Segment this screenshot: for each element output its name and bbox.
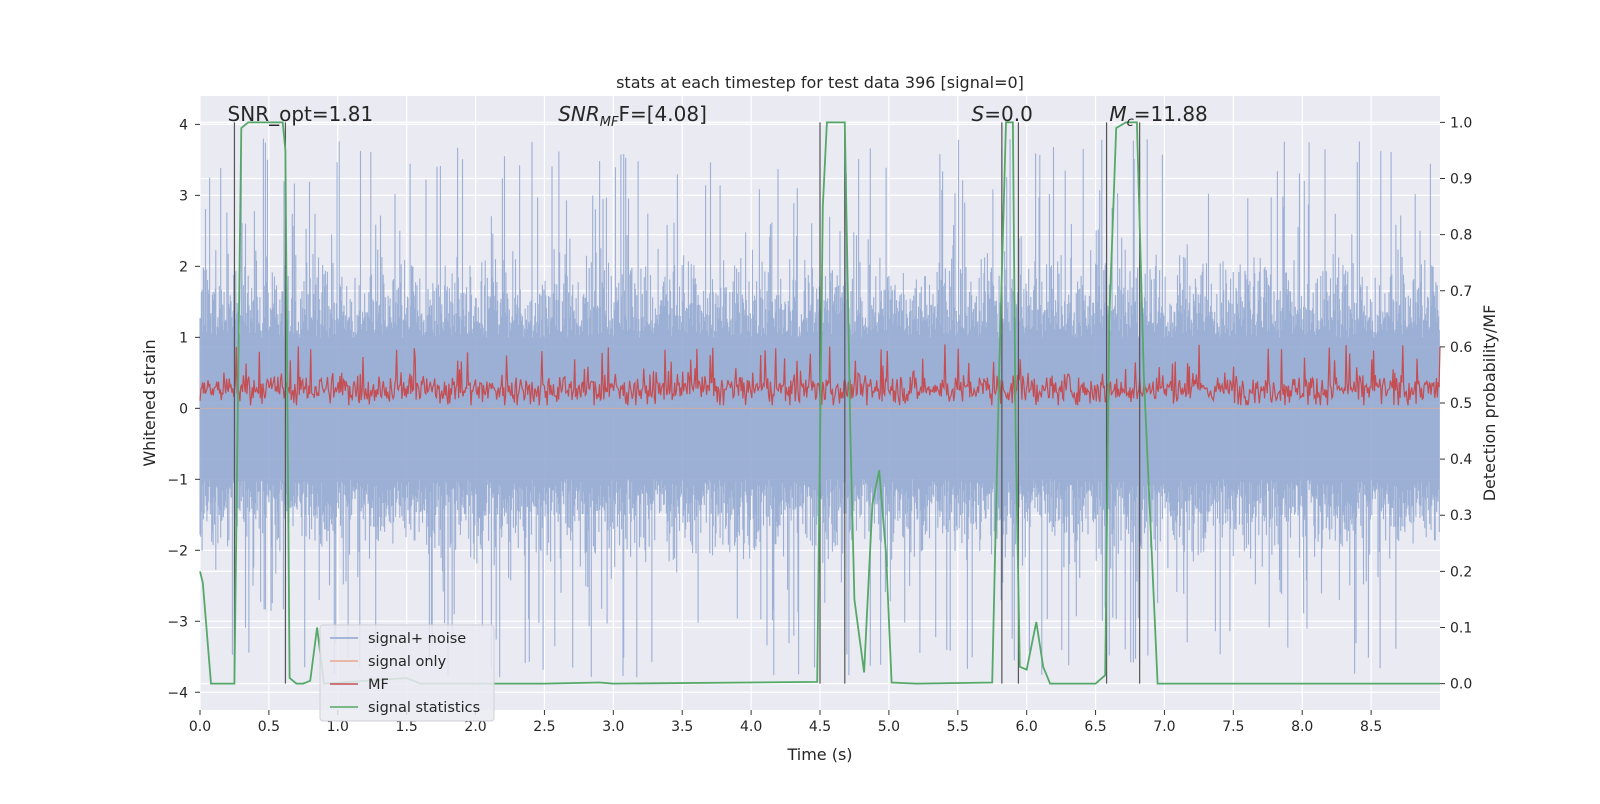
legend-label-signal-noise: signal+ noise xyxy=(368,631,466,647)
legend-entry-signal-noise: signal+ noise xyxy=(330,631,466,647)
x-tick-label: 2.5 xyxy=(533,719,555,735)
x-tick-label: 0.0 xyxy=(189,719,211,735)
y2-tick-label: 0.1 xyxy=(1450,620,1472,636)
y2-tick-label: 0.4 xyxy=(1450,452,1472,468)
x-tick-label: 0.5 xyxy=(258,719,280,735)
legend-entry-mf: MF xyxy=(330,677,389,693)
y-tick-label: 4 xyxy=(179,117,188,133)
y-tick-label: 3 xyxy=(179,188,188,204)
y2-tick-label: 1.0 xyxy=(1450,115,1472,131)
annotation-main: S xyxy=(972,102,985,126)
annotation-subscript: c xyxy=(1127,115,1134,130)
legend-entry-signal-only: signal only xyxy=(330,654,447,670)
x-tick-label: 1.5 xyxy=(396,719,418,735)
x-tick-label: 6.5 xyxy=(1084,719,1106,735)
x-tick-label: 2.0 xyxy=(464,719,486,735)
y2-tick-label: 0.2 xyxy=(1450,564,1472,580)
legend: signal+ noise signal only MF signal stat… xyxy=(319,624,495,722)
x-tick-label: 4.5 xyxy=(809,719,831,735)
y2-tick-label: 0.0 xyxy=(1450,677,1472,693)
annotation-main: M xyxy=(1109,102,1126,126)
y-tick-label: 2 xyxy=(179,259,188,275)
x-tick-label: 3.5 xyxy=(671,719,693,735)
y-tick-label: −1 xyxy=(167,472,188,488)
annotation-3: Mc=11.88 xyxy=(1109,102,1207,130)
y2-tick-label: 0.9 xyxy=(1450,172,1472,188)
x-tick-label: 4.0 xyxy=(740,719,762,735)
y-tick-label: −4 xyxy=(167,685,188,701)
annotation-suffix: F=[4.08] xyxy=(618,102,706,126)
annotation-2: S=0.0 xyxy=(972,102,1033,126)
x-tick-label: 7.5 xyxy=(1222,719,1244,735)
x-tick-label: 3.0 xyxy=(602,719,624,735)
legend-entry-signal-statistics: signal statistics xyxy=(330,700,480,716)
signal-statistics-line xyxy=(199,121,1440,685)
y-tick-label: 1 xyxy=(179,330,188,346)
y2-axis-label: Detection probability/MF xyxy=(1480,305,1499,502)
y2-tick-label: 0.6 xyxy=(1450,340,1472,356)
legend-label-signal-statistics: signal statistics xyxy=(368,700,480,716)
y2-tick-label: 0.7 xyxy=(1450,284,1472,300)
annotation-0: SNR_opt=1.81 xyxy=(228,102,374,126)
x-tick-label: 7.0 xyxy=(1153,719,1175,735)
annotation-suffix: =0.0 xyxy=(984,102,1033,126)
signal-noise-line xyxy=(199,138,1440,678)
x-tick-label: 8.5 xyxy=(1360,719,1382,735)
legend-box xyxy=(319,624,495,722)
annotation-main: SNR_opt=1.81 xyxy=(228,102,374,126)
annotation-suffix: =11.88 xyxy=(1134,102,1208,126)
x-tick-label: 8.0 xyxy=(1291,719,1313,735)
y-tick-label: −3 xyxy=(167,614,188,630)
x-tick-label: 5.0 xyxy=(878,719,900,735)
x-tick-label: 5.5 xyxy=(947,719,969,735)
signal-statistics-series xyxy=(199,121,1440,685)
legend-label-signal-only: signal only xyxy=(368,654,447,670)
y2-tick-label: 0.8 xyxy=(1450,228,1472,244)
x-tick-label: 6.0 xyxy=(1016,719,1038,735)
y-axis-label: Whitened strain xyxy=(140,339,159,466)
x-tick-label: 1.0 xyxy=(327,719,349,735)
y-tick-label: 0 xyxy=(179,401,188,417)
annotation-1: SNRMFF=[4.08] xyxy=(558,102,707,130)
chart-title: stats at each timestep for test data 396… xyxy=(616,73,1024,92)
y-tick-label: −2 xyxy=(167,543,188,559)
annotation-main: SNR xyxy=(558,102,600,126)
annotation-subscript: MF xyxy=(600,115,619,130)
y2-tick-label: 0.3 xyxy=(1450,508,1472,524)
tick-labels: 0.0 0.5 1.0 1.5 2.0 2.5 3.0 3.5 4.0 4.5 5.0 5.5 6.0 6… xyxy=(167,115,1472,735)
y2-tick-label: 0.5 xyxy=(1450,396,1472,412)
x-axis-label: Time (s) xyxy=(786,745,852,764)
legend-label-mf: MF xyxy=(368,677,389,693)
event-lines xyxy=(233,122,1141,684)
annotations: SNR_opt=1.81 SNRMFF=[4.08] S=0.0 Mc=11.88 xyxy=(228,102,1208,130)
